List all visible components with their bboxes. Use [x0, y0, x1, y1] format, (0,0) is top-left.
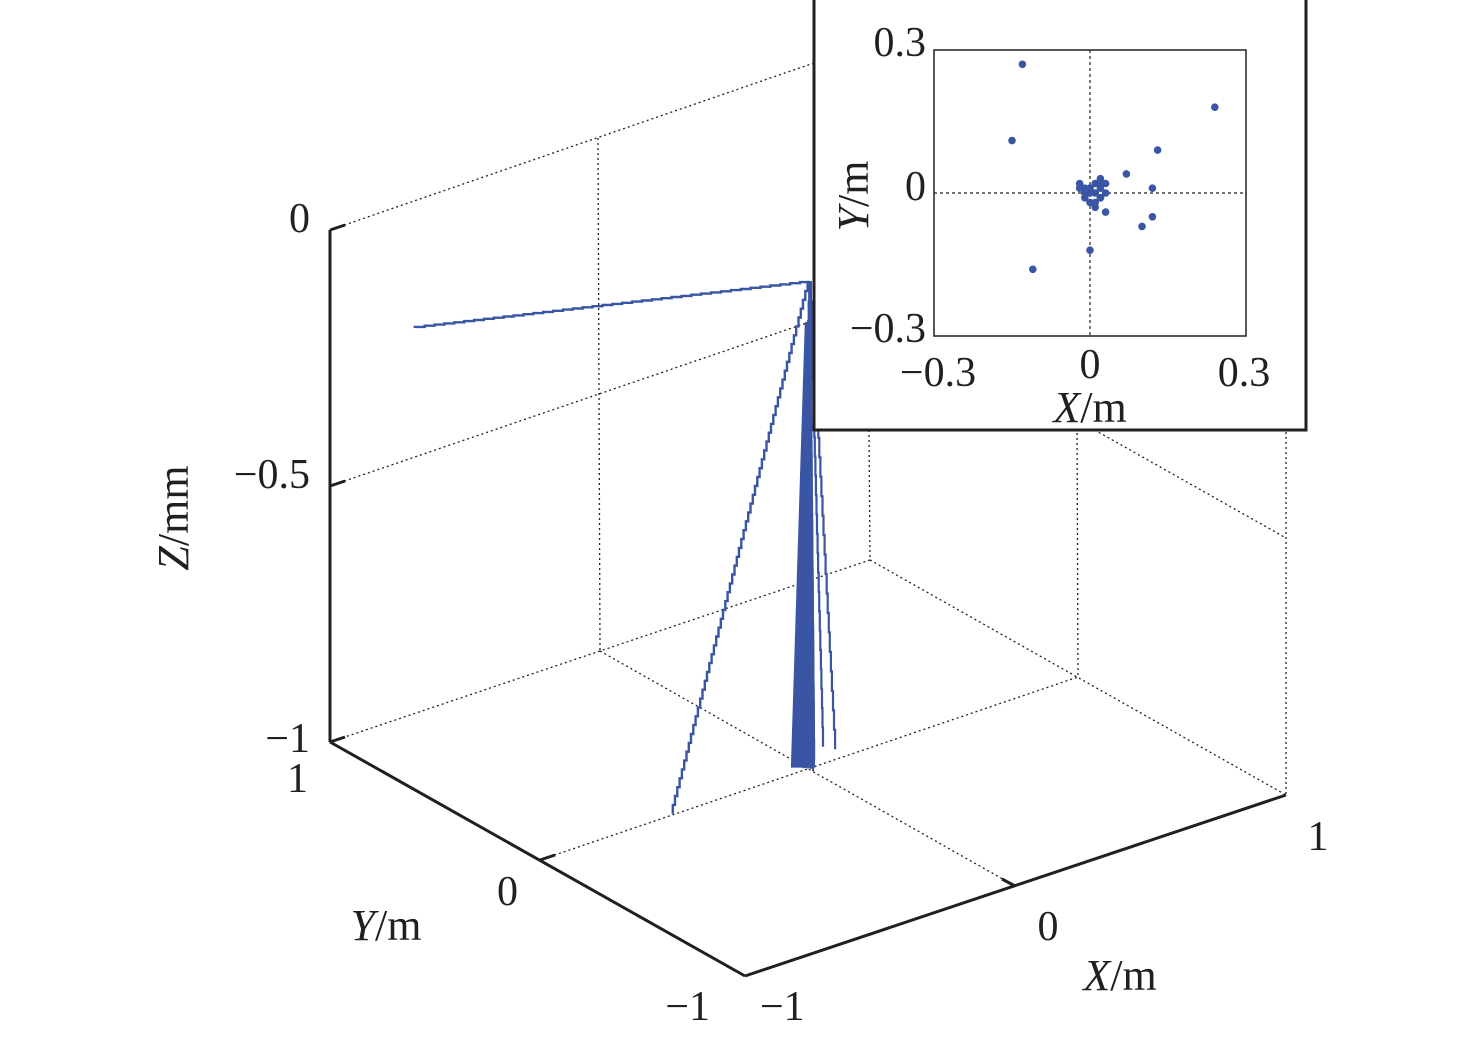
z-tick — [329, 735, 346, 744]
scatter-point — [1101, 179, 1110, 188]
z-tick-label-mid: −0.5 — [234, 452, 310, 498]
scatter-point — [1096, 194, 1105, 202]
inset-x-axis-label: X/m — [1051, 383, 1126, 432]
z-tick — [329, 223, 346, 232]
inset-panel: 0.3 0 −0.3 −0.3 0 0.3 X/m Y/m — [812, 0, 1308, 432]
grid-line — [329, 44, 867, 231]
x-axis-line — [744, 793, 1287, 978]
scatter-point — [1101, 189, 1110, 197]
scatter-point — [1122, 170, 1131, 178]
z-tick-label-min: −1 — [265, 716, 310, 762]
inset-y-tick-label-0: 0 — [905, 164, 926, 210]
scatter-point — [1101, 208, 1110, 216]
3d-axes — [328, 223, 1287, 978]
x-tick — [1001, 877, 1016, 888]
scatter-point — [1138, 222, 1146, 231]
grid-line — [869, 559, 1287, 796]
z-tick-label-0: 0 — [289, 196, 310, 242]
inset-x-tick-label-min: −0.3 — [900, 350, 976, 396]
z-tick — [329, 479, 346, 488]
inset-scatter-points — [1008, 60, 1219, 274]
scatter-point — [1091, 203, 1099, 212]
inset-x-tick-label-0: 0 — [1080, 342, 1101, 388]
trajectory-line — [809, 281, 825, 747]
scatter-point — [1091, 179, 1099, 188]
x-tick-label-0: 0 — [1038, 904, 1059, 950]
grid-line — [597, 137, 601, 652]
scatter-point — [1018, 60, 1027, 69]
scatter-point — [1081, 194, 1089, 202]
scatter-point — [1086, 184, 1094, 192]
y-tick — [539, 853, 556, 862]
scatter-point — [1086, 198, 1094, 207]
3d-tick-labels: 0 −0.5 −1 1 0 −1 −1 0 1 — [234, 196, 1329, 1030]
x-tick-label-min: −1 — [760, 984, 805, 1030]
scatter-point — [1075, 179, 1084, 188]
scatter-point — [1096, 179, 1105, 188]
scatter-point — [1211, 103, 1219, 111]
scatter-point — [1153, 146, 1162, 154]
trajectory-line — [413, 280, 810, 329]
scatter-point — [1008, 136, 1016, 145]
inset-y-tick-label-min: −0.3 — [850, 306, 926, 352]
z-axis-label: Z/mm — [149, 465, 198, 570]
trajectory-line — [671, 280, 810, 814]
scatter-point — [1086, 246, 1094, 254]
trajectory-series — [413, 280, 837, 814]
scatter-point — [1148, 184, 1157, 192]
y-axis-line — [329, 740, 746, 978]
inset-y-tick-label-max: 0.3 — [874, 20, 927, 66]
x-axis-label: X/m — [1081, 951, 1156, 1000]
y-axis-label: Y/m — [351, 901, 422, 950]
scatter-point — [1148, 213, 1157, 221]
y-tick-label-0: 0 — [497, 869, 518, 915]
y-tick-label-min: −1 — [665, 984, 710, 1030]
y-tick-label-max: 1 — [287, 756, 308, 802]
inset-y-axis-label: Y/m — [829, 161, 878, 232]
x-tick-label-max: 1 — [1308, 814, 1329, 860]
inset-frame — [812, 0, 1308, 432]
trajectory-core — [790, 322, 816, 768]
inset-x-tick-label-max: 0.3 — [1218, 350, 1271, 396]
scatter-point — [1029, 265, 1037, 274]
scatter-point — [1091, 189, 1099, 197]
scatter-point — [1081, 184, 1089, 192]
